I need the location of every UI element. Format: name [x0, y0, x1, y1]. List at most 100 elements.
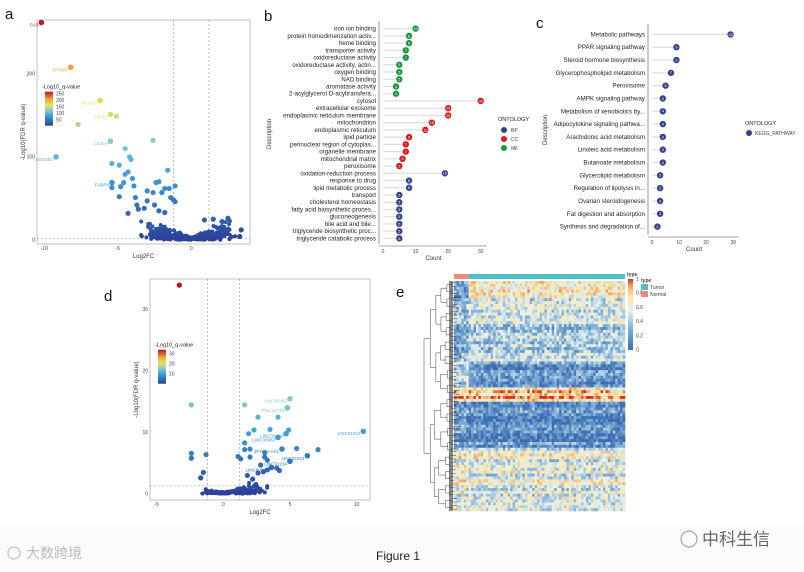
heatmap-cell	[468, 341, 472, 345]
heatmap-cell	[583, 352, 587, 357]
heatmap-cell	[605, 352, 609, 357]
heatmap-cell	[497, 292, 501, 296]
heatmap-cell	[578, 295, 582, 299]
heatmap-cell	[585, 318, 589, 322]
heatmap-cell	[546, 295, 550, 299]
heatmap-cell	[478, 407, 482, 411]
heatmap-cell	[478, 421, 482, 426]
heatmap-cell	[617, 304, 621, 308]
heatmap-cell	[510, 358, 513, 362]
heatmap-cell	[581, 338, 584, 342]
heatmap-cell	[510, 347, 513, 351]
data-point	[251, 484, 256, 489]
heatmap-cell	[475, 398, 479, 403]
heatmap-cell	[566, 381, 570, 385]
data-point	[158, 223, 163, 228]
heatmap-cell	[490, 341, 494, 345]
heatmap-cell	[581, 442, 584, 446]
heatmap-cell	[561, 427, 565, 431]
heatmap-cell	[524, 324, 528, 328]
heatmap-cell	[541, 358, 545, 362]
heatmap-cell	[571, 306, 574, 311]
heatmap-cell	[600, 396, 604, 400]
heatmap-cell	[559, 298, 562, 302]
heatmap-cell	[497, 396, 501, 400]
data-point	[128, 156, 134, 162]
heatmap-cell	[588, 401, 592, 405]
heatmap-cell	[556, 410, 560, 414]
heatmap-cell	[488, 424, 491, 428]
heatmap-cell	[581, 355, 584, 359]
heatmap-cell	[554, 430, 557, 434]
heatmap-cell	[534, 393, 538, 397]
heatmap-cell	[585, 436, 589, 440]
heatmap-cell	[517, 404, 521, 408]
heatmap-cell	[615, 401, 618, 405]
heatmap-cell	[524, 416, 528, 420]
heatmap-cell	[485, 344, 489, 348]
heatmap-cell	[590, 338, 594, 342]
heatmap-cell	[561, 413, 565, 417]
heatmap-cell	[578, 327, 582, 331]
heatmap-cell	[483, 390, 487, 394]
heatmap-cell	[539, 327, 543, 331]
heatmap-cell	[480, 413, 484, 417]
heatmap-cell	[605, 315, 609, 319]
data-point	[135, 206, 141, 212]
heatmap-cell	[585, 312, 589, 316]
heatmap-cell	[578, 344, 582, 348]
heatmap-cell	[593, 384, 596, 388]
heatmap-cell	[485, 283, 489, 288]
heatmap-cell	[454, 361, 457, 365]
heatmap-cell	[471, 370, 474, 374]
heatmap-cell	[607, 283, 611, 288]
heatmap-cell	[524, 387, 528, 391]
heatmap-cell	[544, 430, 548, 434]
heatmap-cell	[475, 335, 479, 339]
heatmap-cell	[612, 375, 616, 380]
heatmap-cell	[583, 367, 587, 371]
data-point	[164, 234, 169, 239]
heatmap-cell	[502, 367, 506, 371]
heatmap-cell	[610, 421, 614, 426]
heatmap-cell	[456, 390, 460, 394]
heatmap-cell	[566, 347, 570, 351]
heatmap-cell	[595, 352, 599, 357]
heatmap-cell	[461, 329, 465, 334]
heatmap-cell	[603, 347, 606, 351]
heatmap-cell	[490, 318, 494, 322]
heatmap-cell	[581, 378, 584, 382]
heatmap-cell	[480, 338, 484, 342]
heatmap-cell	[524, 341, 528, 345]
heatmap-cell	[458, 352, 462, 357]
heatmap-cell	[539, 390, 543, 394]
lollipop-dot	[405, 177, 413, 184]
heatmap-cell	[573, 393, 577, 397]
heatmap-cell	[502, 444, 506, 449]
heatmap-cell	[598, 419, 601, 423]
heatmap-cell	[493, 442, 496, 446]
heatmap-cell	[546, 306, 550, 311]
heatmap-cell	[510, 404, 513, 408]
heatmap-cell	[471, 335, 474, 339]
heatmap-cell	[598, 283, 601, 288]
heatmap-cell	[566, 413, 570, 417]
heatmap-cell	[585, 324, 589, 328]
heatmap-cell	[471, 350, 474, 354]
heatmap-cell	[463, 315, 467, 319]
color-bar-tick: 50	[56, 117, 62, 123]
heatmap-cell	[610, 370, 614, 374]
heatmap-cell	[605, 401, 609, 405]
heatmap-cell	[483, 401, 487, 405]
heatmap-cell	[488, 298, 491, 302]
heatmap-cell	[475, 318, 479, 322]
heatmap-cell	[529, 396, 533, 400]
heatmap-cell	[480, 427, 484, 431]
heatmap-cell	[502, 281, 506, 285]
heatmap-cell	[541, 370, 545, 374]
heatmap-cell	[617, 407, 621, 411]
heatmap-cell	[544, 295, 548, 299]
count-label: 15	[430, 121, 434, 125]
heatmap-cell	[463, 341, 467, 345]
heatmap-cell	[522, 341, 526, 345]
